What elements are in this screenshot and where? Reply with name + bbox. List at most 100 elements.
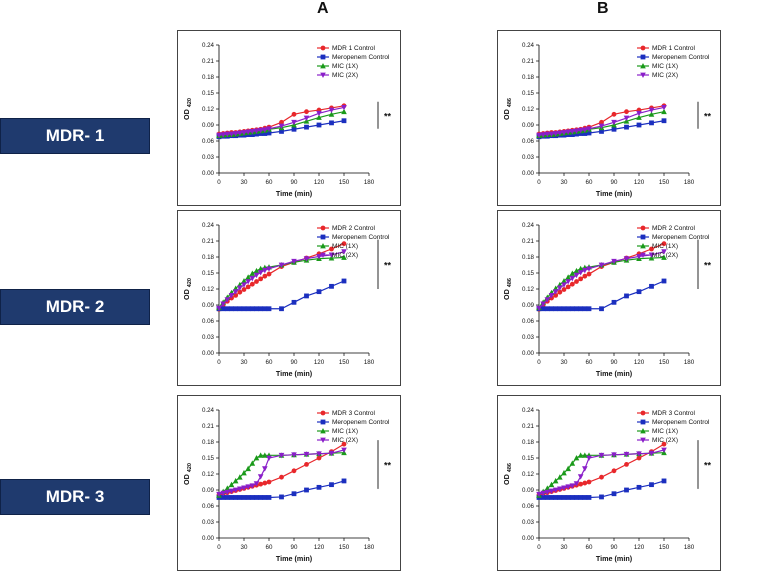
data-point (266, 495, 272, 500)
data-point (224, 495, 230, 500)
data-point (254, 279, 259, 284)
data-point (540, 301, 546, 307)
x-tick-label: 120 (314, 544, 325, 551)
legend-label: MIC (1X) (652, 243, 678, 250)
data-point (262, 273, 268, 279)
y-tick-label: 0.18 (522, 439, 535, 446)
data-point (249, 306, 255, 312)
series-meropenem (216, 478, 347, 500)
legend-label: MIC (2X) (652, 72, 678, 79)
data-point (548, 488, 555, 495)
x-tick-label: 120 (314, 359, 325, 366)
data-point (648, 111, 655, 117)
legend-marker (640, 63, 646, 69)
data-point (557, 130, 563, 136)
series-meropenem (216, 278, 347, 312)
data-point (649, 283, 654, 289)
y-tick-label: 0.24 (202, 407, 215, 414)
x-tick-label: 60 (586, 179, 593, 186)
data-point (565, 274, 571, 280)
data-point (245, 306, 251, 312)
data-point (582, 306, 588, 312)
data-point (303, 115, 310, 122)
data-point (544, 131, 551, 138)
y-tick-label: 0.12 (522, 286, 535, 293)
data-point (237, 130, 243, 136)
y-tick-label: 0.06 (202, 318, 215, 325)
x-tick-label: 30 (241, 359, 248, 366)
series-mic2x (216, 447, 347, 498)
data-point (341, 241, 347, 247)
data-point (586, 126, 592, 132)
data-point (262, 267, 268, 274)
data-point (540, 495, 546, 500)
chart-panel-b3: 0 30 60 90 120 150 180 0.00 0.03 0.06 0.09 0.12 0.15… (497, 395, 721, 571)
series-meropenem (536, 278, 667, 312)
data-point (266, 130, 272, 136)
y-tick-label: 0.06 (522, 138, 535, 145)
data-point (561, 306, 567, 312)
data-point (565, 284, 571, 290)
x-tick-label: 60 (266, 359, 273, 366)
x-tick-label: 180 (364, 359, 375, 366)
legend-item: MIC (1X) (637, 63, 678, 70)
legend-marker (640, 410, 646, 416)
significance-label: ** (384, 461, 392, 471)
legend-label: MIC (1X) (332, 63, 358, 70)
legend-marker (320, 252, 326, 258)
data-point (304, 109, 309, 115)
data-point (233, 306, 239, 312)
data-point (316, 455, 322, 461)
y-tick-label: 0.12 (522, 106, 535, 113)
data-point (216, 305, 222, 312)
y-tick-label: 0.21 (522, 238, 535, 245)
data-point (565, 495, 571, 500)
legend-marker (320, 437, 326, 443)
legend-marker (640, 252, 646, 258)
x-tick-label: 0 (537, 544, 541, 551)
data-point (291, 468, 297, 474)
legend-item: Meropenem Control (317, 234, 390, 241)
legend-label: MIC (1X) (332, 243, 358, 250)
data-point (552, 477, 559, 484)
data-point (229, 306, 234, 312)
y-tick-label: 0.00 (202, 535, 215, 542)
legend-item: MIC (2X) (317, 72, 358, 79)
chart-panel-a1: 0 30 60 90 120 150 180 0.00 0.03 0.06 0.09 0.12 0.15… (177, 30, 401, 206)
data-point (577, 474, 584, 480)
data-point (249, 460, 256, 466)
legend-label: MDR 1 Control (332, 45, 376, 52)
data-point (649, 120, 654, 126)
data-point (233, 495, 239, 500)
data-point (573, 267, 580, 274)
data-point (303, 256, 310, 262)
legend-label: MIC (2X) (332, 72, 358, 79)
data-point (266, 266, 272, 272)
y-axis-label: OD 486 (502, 463, 513, 485)
data-point (582, 267, 588, 274)
data-point (544, 495, 550, 500)
legend-marker (320, 234, 326, 240)
data-point (624, 293, 629, 299)
data-point (304, 487, 309, 493)
legend-label: Meropenem Control (332, 54, 390, 61)
data-point (291, 452, 297, 458)
data-point (636, 114, 642, 120)
data-point (611, 126, 617, 132)
data-point (258, 495, 264, 500)
data-point (549, 306, 554, 312)
x-tick-label: 180 (364, 179, 375, 186)
data-point (561, 282, 567, 288)
chart-panel-a2: 0 30 60 90 120 150 180 0.00 0.03 0.06 0.09 0.12 0.15… (177, 210, 401, 386)
data-point (341, 108, 347, 115)
data-point (237, 285, 243, 291)
data-point (257, 270, 264, 276)
chart-panel-a3: 0 30 60 90 120 150 180 0.00 0.03 0.06 0.09 0.12 0.15… (177, 395, 401, 571)
data-point (536, 491, 542, 498)
y-axis-label: OD 420 (182, 278, 193, 300)
legend-marker (640, 428, 646, 434)
data-point (328, 107, 335, 114)
y-axis-label: OD 486 (502, 278, 513, 300)
panel-frame (177, 210, 401, 386)
data-point (582, 466, 588, 472)
